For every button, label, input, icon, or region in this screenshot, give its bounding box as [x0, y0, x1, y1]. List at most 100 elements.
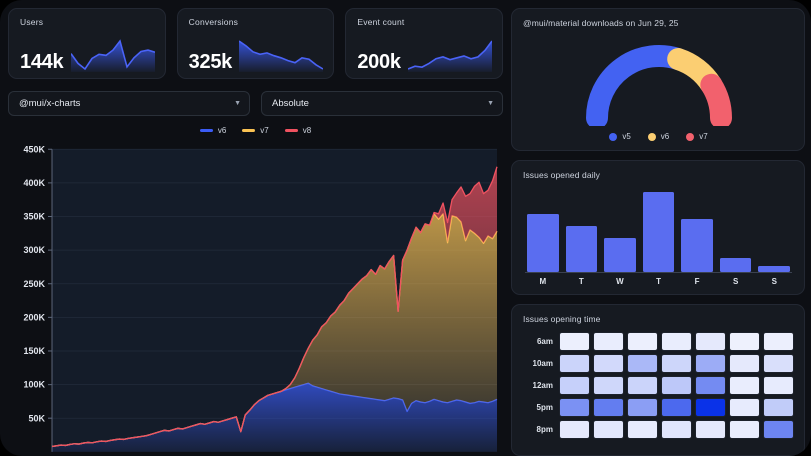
heatmap-cell[interactable] [661, 354, 692, 373]
stat-card-event-count[interactable]: Event count 200k [345, 8, 504, 79]
chevron-down-icon: ▼ [234, 100, 241, 107]
legend-swatch [242, 128, 256, 133]
legend-dot [686, 132, 695, 141]
heatmap-cell[interactable] [729, 398, 760, 417]
bar-column[interactable] [565, 192, 598, 272]
heatmap-cell[interactable] [729, 376, 760, 395]
issues-bar-chart[interactable] [523, 180, 794, 272]
bar-axis-label: T [578, 277, 584, 286]
heatmap-cell[interactable] [695, 376, 726, 395]
heatmap-cell[interactable] [661, 398, 692, 417]
bar-axis-label: S [771, 277, 777, 286]
bar-column[interactable] [527, 192, 559, 272]
heatmap-cell[interactable] [763, 354, 794, 373]
legend-item-v6[interactable]: v6 [199, 126, 227, 135]
heatmap-row: 10am [523, 354, 794, 373]
heatmap-cell[interactable] [559, 332, 590, 351]
heatmap-cell[interactable] [627, 332, 658, 351]
heatmap-cell[interactable] [593, 398, 624, 417]
gauge-title: @mui/material downloads on Jun 29, 25 [523, 18, 679, 28]
bar-column[interactable] [604, 192, 636, 272]
heatmap-row-label: 12am [532, 381, 553, 390]
heatmap-row: 8pm [523, 420, 794, 439]
svg-text:350K: 350K [24, 211, 46, 221]
heatmap-cell[interactable] [729, 354, 760, 373]
issues-opened-daily-panel: Issues opened daily M T W T F S S [511, 160, 805, 295]
heatmap-cell[interactable] [695, 420, 726, 439]
heatmap-cell[interactable] [627, 354, 658, 373]
heatmap-cell[interactable] [695, 332, 726, 351]
heatmap-cell[interactable] [627, 420, 658, 439]
svg-text:100K: 100K [24, 380, 46, 390]
mode-select[interactable]: Absolute ▼ [261, 91, 503, 116]
legend-label: v5 [622, 132, 631, 141]
heatmap-cells [559, 376, 794, 395]
stat-label: Event count [357, 17, 405, 27]
heatmap-cell[interactable] [559, 398, 590, 417]
heatmap-cell[interactable] [695, 398, 726, 417]
heatmap-cell[interactable] [763, 398, 794, 417]
stat-value: 200k [357, 51, 401, 73]
sparkline-conversions [239, 38, 324, 72]
heatmap-cell[interactable] [695, 354, 726, 373]
heatmap-cell[interactable] [593, 354, 624, 373]
legend-dot [647, 132, 656, 141]
bar-axis-line [525, 272, 792, 273]
bar-column[interactable] [681, 192, 713, 272]
heatmap-cell[interactable] [593, 376, 624, 395]
bar [604, 238, 636, 272]
stat-value: 144k [20, 51, 64, 73]
stat-card-users[interactable]: Users 144k [8, 8, 166, 79]
legend-label: v8 [302, 126, 312, 135]
heatmap-row-label: 6am [536, 337, 553, 346]
bar-column[interactable] [642, 192, 675, 272]
filter-row: @mui/x-charts ▼ Absolute ▼ [8, 91, 503, 116]
bar-column[interactable] [758, 192, 791, 272]
bar [719, 257, 752, 272]
heatmap-cell[interactable] [763, 420, 794, 439]
legend-item-v8[interactable]: v8 [284, 126, 312, 135]
legend-label: v6 [217, 126, 227, 135]
heatmap-cell[interactable] [627, 376, 658, 395]
heatmap-cell[interactable] [559, 420, 590, 439]
heatmap-grid[interactable]: 6am 10am 12am 5pm 8pm [523, 332, 794, 439]
bar-column[interactable] [719, 192, 752, 272]
heatmap-cell[interactable] [559, 354, 590, 373]
stat-card-conversions[interactable]: Conversions 325k [176, 8, 335, 79]
side-column: @mui/material downloads on Jun 29, 25 v5… [511, 8, 805, 456]
heatmap-cell[interactable] [627, 398, 658, 417]
package-select[interactable]: @mui/x-charts ▼ [8, 91, 250, 116]
legend-swatch [284, 128, 298, 133]
heatmap-cell[interactable] [559, 376, 590, 395]
legend-dot [609, 132, 618, 141]
heatmap-cell[interactable] [661, 332, 692, 351]
heatmap-cell[interactable] [729, 332, 760, 351]
heatmap-cell[interactable] [763, 376, 794, 395]
gauge-chart[interactable] [523, 28, 794, 132]
heatmap-cell[interactable] [593, 332, 624, 351]
svg-text:300K: 300K [24, 245, 46, 255]
svg-text:250K: 250K [24, 279, 46, 289]
heatmap-cell[interactable] [763, 332, 794, 351]
legend-swatch [199, 128, 213, 133]
heatmap-title: Issues opening time [523, 314, 601, 324]
heatmap-row-label: 8pm [536, 425, 553, 434]
legend-item-v7[interactable]: v7 [242, 126, 269, 135]
heatmap-cell[interactable] [729, 420, 760, 439]
bar-axis-label: W [616, 277, 624, 286]
heatmap-cells [559, 354, 794, 373]
issues-opening-time-panel: Issues opening time 6am 10am 12am 5pm 8pm [511, 304, 805, 456]
gauge-legend-item-v6[interactable]: v6 [647, 132, 669, 141]
heatmap-row: 5pm [523, 398, 794, 417]
gauge-legend-item-v5[interactable]: v5 [609, 132, 631, 141]
heatmap-cell[interactable] [661, 420, 692, 439]
heatmap-cell[interactable] [661, 376, 692, 395]
svg-text:400K: 400K [24, 178, 46, 188]
heatmap-cell[interactable] [593, 420, 624, 439]
downloads-area-chart[interactable]: 50K 100K 150K 200K 250K 300K 350K 400K 450K [8, 143, 503, 456]
stat-label: Conversions [188, 17, 239, 27]
bar-axis-label: T [656, 277, 661, 286]
stat-card-row: Users 144k Conversions 325k Event count [8, 8, 504, 79]
gauge-legend-item-v7[interactable]: v7 [686, 132, 708, 141]
